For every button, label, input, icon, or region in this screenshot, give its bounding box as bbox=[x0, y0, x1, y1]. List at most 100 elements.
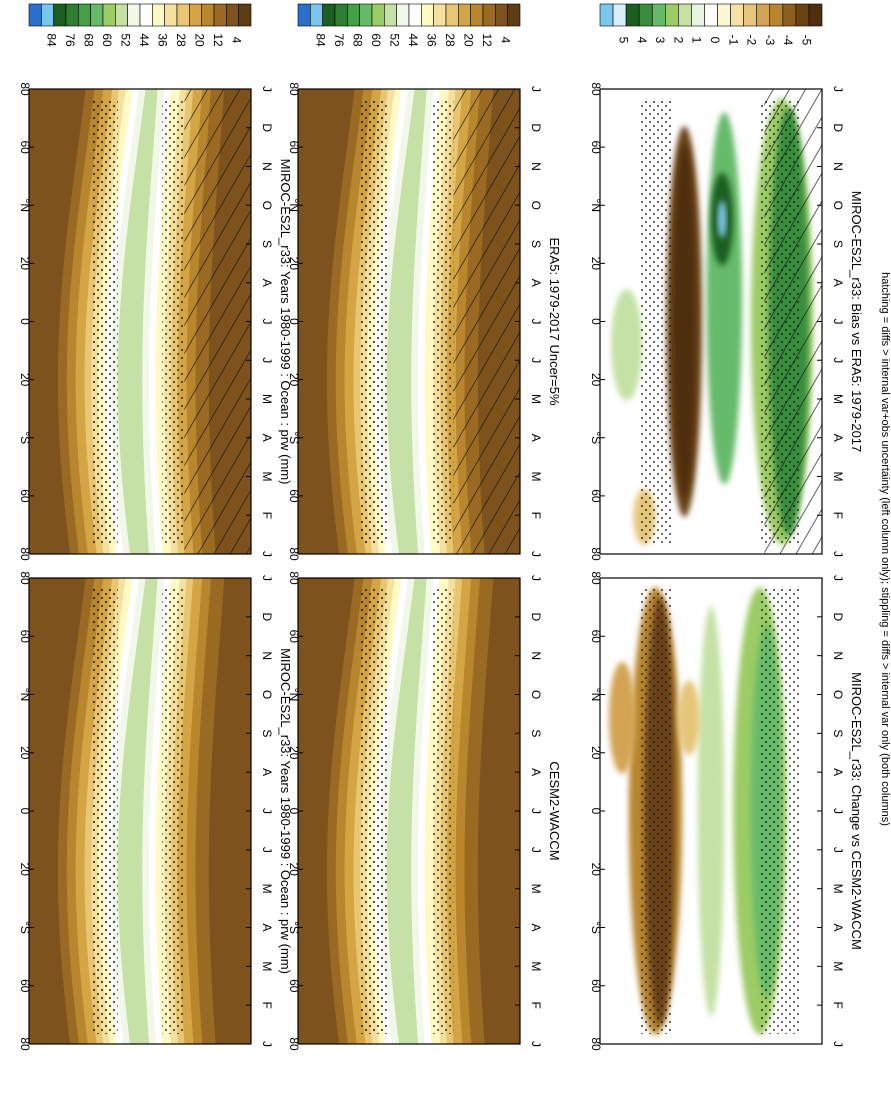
colorbar-label: 36 bbox=[425, 33, 439, 47]
x-tick-label: N bbox=[831, 162, 845, 171]
y-tick-label: 80 bbox=[589, 547, 603, 561]
colorbar-label: 4 bbox=[499, 37, 513, 44]
x-tick-label: J bbox=[260, 808, 274, 814]
stipple-region bbox=[360, 99, 387, 544]
colorbar-label: 52 bbox=[388, 33, 402, 47]
colorbar-swatch bbox=[28, 3, 42, 27]
colorbar-swatch bbox=[433, 3, 447, 27]
y-tick-label: 20 bbox=[589, 863, 603, 877]
y-tick-label: 80 bbox=[287, 547, 301, 561]
x-tick-label: J bbox=[529, 357, 543, 363]
heatmap-field bbox=[600, 578, 822, 1044]
heatmap-field bbox=[298, 578, 520, 1044]
colorbar-swatch bbox=[704, 3, 718, 27]
y-tick-label: 20 bbox=[287, 863, 301, 877]
contour-blob bbox=[697, 605, 725, 1017]
y-tick-label: °N bbox=[18, 688, 32, 701]
y-tick-label: 60 bbox=[18, 489, 32, 503]
stipple-region bbox=[162, 99, 185, 544]
y-tick-label: 80 bbox=[18, 1037, 32, 1051]
colorbar-swatch bbox=[334, 3, 348, 27]
colorbar-swatch bbox=[445, 3, 459, 27]
colorbar-swatch bbox=[384, 3, 397, 27]
colorbar-swatch bbox=[102, 3, 116, 27]
y-tick-label: 0 bbox=[589, 318, 603, 325]
y-tick-label: 80 bbox=[287, 571, 301, 585]
stipple-region bbox=[431, 588, 454, 1034]
colorbar-label: 76 bbox=[63, 33, 77, 47]
x-tick-label: J bbox=[831, 551, 845, 557]
colorbar-swatch bbox=[396, 3, 410, 27]
x-tick-label: F bbox=[260, 512, 274, 519]
x-tick-label: F bbox=[529, 512, 543, 519]
x-tick-label: J bbox=[529, 551, 543, 557]
panel-title: MIROC-ES2L_r33: Years 1980-1999 : Ocean … bbox=[278, 648, 293, 974]
x-tick-label: M bbox=[260, 472, 274, 482]
x-tick-label: M bbox=[260, 394, 274, 404]
colorbar-swatch bbox=[310, 3, 323, 27]
x-tick-label: J bbox=[831, 319, 845, 325]
y-tick-label: °S bbox=[589, 431, 603, 444]
contour-band bbox=[117, 578, 158, 1044]
x-tick-label: M bbox=[529, 394, 543, 404]
colorbar: 84 76 68 60 52 44 36 28 20 12 4 bbox=[28, 3, 252, 47]
colorbar-label: 12 bbox=[211, 33, 225, 47]
colorbar-label: -4 bbox=[781, 35, 795, 46]
x-tick-label: J bbox=[260, 847, 274, 853]
y-tick-label: 20 bbox=[18, 373, 32, 387]
y-tick-label: 60 bbox=[287, 979, 301, 993]
colorbar: 84 76 68 60 52 44 36 28 20 12 4 bbox=[297, 3, 521, 47]
colorbar-swatch bbox=[678, 3, 692, 27]
x-tick-label: N bbox=[260, 162, 274, 171]
y-tick-label: °N bbox=[287, 199, 301, 212]
stipple-region bbox=[91, 588, 118, 1034]
y-tick-label: 60 bbox=[589, 979, 603, 993]
y-tick-label: °N bbox=[287, 688, 301, 701]
x-tick-label: J bbox=[260, 551, 274, 557]
colorbar-label: 2 bbox=[671, 37, 685, 44]
colorbar-swatch bbox=[164, 3, 178, 27]
x-tick-label: J bbox=[831, 86, 845, 92]
colorbar-label: 76 bbox=[332, 33, 346, 47]
colorbar-swatch bbox=[53, 3, 67, 27]
colorbar-label: 20 bbox=[193, 33, 207, 47]
y-tick-label: 0 bbox=[18, 808, 32, 815]
panel-title: ERA5: 1979-2017 Uncer=5% bbox=[547, 237, 562, 405]
x-tick-label: A bbox=[831, 434, 845, 442]
x-tick-label: M bbox=[831, 394, 845, 404]
stipple-region bbox=[162, 588, 185, 1034]
x-tick-label: D bbox=[260, 612, 274, 621]
colorbar-swatch bbox=[470, 3, 484, 27]
x-tick-label: A bbox=[529, 279, 543, 287]
colorbar-label: 5 bbox=[617, 37, 631, 44]
panel-middle-left: J F M A M J J A S O N D J 80 60 °N 20 0 20 °S 60 80 ERA5: 1979… bbox=[287, 82, 562, 623]
y-tick-label: °S bbox=[287, 921, 301, 934]
y-tick-label: °S bbox=[287, 431, 301, 444]
colorbar-swatch bbox=[176, 3, 190, 27]
colorbar-label: -2 bbox=[745, 35, 759, 46]
x-tick-label: M bbox=[529, 472, 543, 482]
colorbar-swatch bbox=[127, 3, 141, 27]
panel-top-left: J F M A M J J A S O N D J 80 60 °N 20 0 20 °S 60 80 MIROC-ES2L… bbox=[18, 82, 293, 623]
colorbar-label: 36 bbox=[156, 33, 170, 47]
heatmap-field bbox=[29, 578, 251, 1044]
y-tick-label: 60 bbox=[287, 140, 301, 154]
colorbar-swatch bbox=[41, 3, 54, 27]
y-tick-label: °S bbox=[18, 431, 32, 444]
y-tick-label: 80 bbox=[287, 1037, 301, 1051]
y-tick-label: 20 bbox=[18, 863, 32, 877]
heatmap-field bbox=[298, 89, 520, 554]
y-tick-label: °N bbox=[589, 199, 603, 212]
colorbar-swatch bbox=[599, 3, 614, 27]
y-tick-label: 20 bbox=[18, 746, 32, 760]
x-tick-label: O bbox=[529, 201, 543, 210]
y-tick-label: 0 bbox=[589, 808, 603, 815]
colorbar-label: 68 bbox=[82, 33, 96, 47]
x-tick-label: F bbox=[529, 1001, 543, 1008]
x-tick-label: M bbox=[831, 472, 845, 482]
x-tick-label: F bbox=[831, 512, 845, 519]
x-tick-label: M bbox=[529, 961, 543, 971]
colorbar-swatch bbox=[651, 3, 666, 27]
y-tick-label: °N bbox=[18, 199, 32, 212]
y-tick-label: 20 bbox=[287, 746, 301, 760]
